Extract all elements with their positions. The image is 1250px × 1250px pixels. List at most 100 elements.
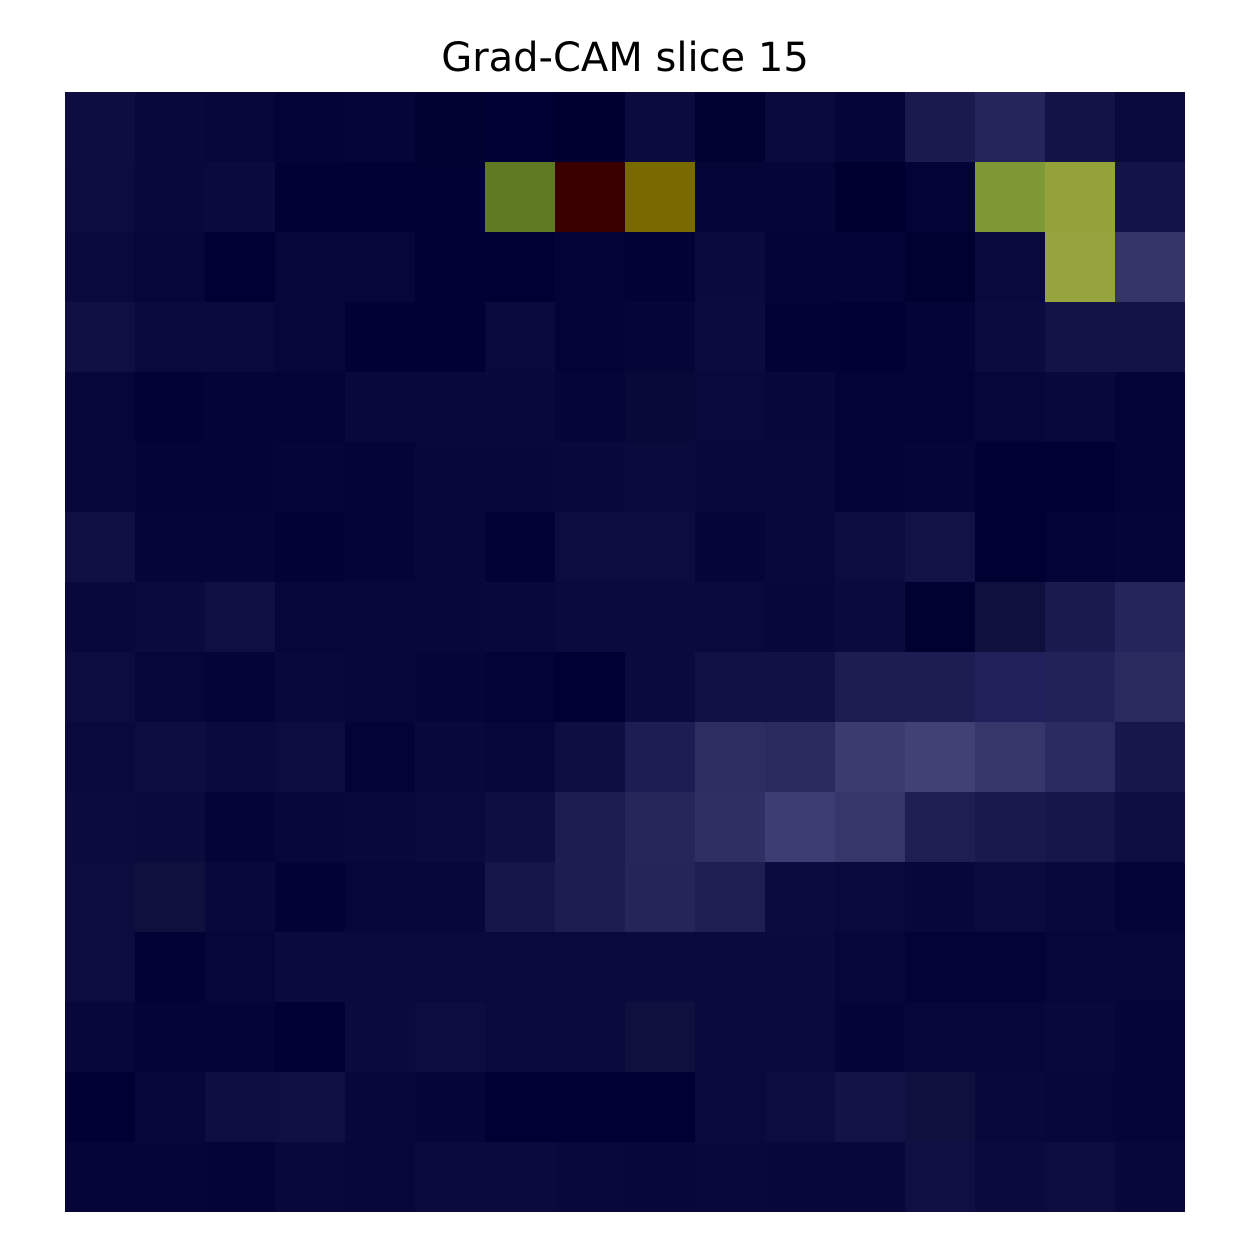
heatmap-cell-r7-c0: [65, 582, 136, 653]
heatmap-cell-r12-c6: [485, 932, 556, 1003]
heatmap-cell-r0-c15: [1115, 92, 1185, 163]
heatmap-cell-r0-c8: [625, 92, 696, 163]
heatmap-cell-r10-c8: [625, 792, 696, 863]
heatmap-cell-r5-c7: [555, 442, 626, 513]
heatmap-cell-r8-c3: [275, 652, 346, 723]
heatmap-cell-r14-c12: [905, 1072, 976, 1143]
heatmap-cell-r12-c10: [765, 932, 836, 1003]
heatmap-cell-r0-c4: [345, 92, 416, 163]
heatmap-cell-r1-c8: [625, 162, 696, 233]
heatmap-cell-r9-c1: [135, 722, 206, 793]
heatmap-cell-r6-c10: [765, 512, 836, 583]
heatmap-cell-r7-c13: [975, 582, 1046, 653]
heatmap-cell-r12-c5: [415, 932, 486, 1003]
heatmap-cell-r2-c1: [135, 232, 206, 303]
heatmap-cell-r11-c4: [345, 862, 416, 933]
heatmap-cell-r5-c10: [765, 442, 836, 513]
heatmap-cell-r1-c6: [485, 162, 556, 233]
heatmap-cell-r8-c12: [905, 652, 976, 723]
heatmap-cell-r15-c7: [555, 1142, 626, 1212]
heatmap-cell-r7-c10: [765, 582, 836, 653]
heatmap-cell-r6-c5: [415, 512, 486, 583]
heatmap-cell-r11-c7: [555, 862, 626, 933]
heatmap-cell-r5-c9: [695, 442, 766, 513]
heatmap-cell-r6-c2: [205, 512, 276, 583]
heatmap-cell-r10-c13: [975, 792, 1046, 863]
heatmap-cell-r1-c13: [975, 162, 1046, 233]
heatmap-cell-r2-c4: [345, 232, 416, 303]
heatmap-cell-r2-c2: [205, 232, 276, 303]
heatmap-cell-r14-c7: [555, 1072, 626, 1143]
heatmap-cell-r12-c2: [205, 932, 276, 1003]
heatmap-cell-r10-c2: [205, 792, 276, 863]
heatmap-cell-r14-c4: [345, 1072, 416, 1143]
heatmap-cell-r10-c7: [555, 792, 626, 863]
heatmap-cell-r9-c0: [65, 722, 136, 793]
heatmap-cell-r8-c14: [1045, 652, 1116, 723]
heatmap-cell-r6-c12: [905, 512, 976, 583]
heatmap-cell-r5-c1: [135, 442, 206, 513]
heatmap-cell-r4-c1: [135, 372, 206, 443]
heatmap-cell-r12-c1: [135, 932, 206, 1003]
heatmap-cell-r8-c4: [345, 652, 416, 723]
heatmap-cell-r6-c15: [1115, 512, 1185, 583]
heatmap-cell-r13-c6: [485, 1002, 556, 1073]
heatmap-cell-r7-c8: [625, 582, 696, 653]
heatmap-cell-r11-c12: [905, 862, 976, 933]
heatmap-cell-r7-c1: [135, 582, 206, 653]
heatmap-cell-r0-c0: [65, 92, 136, 163]
heatmap-cell-r14-c14: [1045, 1072, 1116, 1143]
heatmap-cell-r1-c14: [1045, 162, 1116, 233]
heatmap-cell-r13-c5: [415, 1002, 486, 1073]
heatmap-cell-r14-c0: [65, 1072, 136, 1143]
heatmap-cell-r0-c9: [695, 92, 766, 163]
heatmap-cell-r10-c4: [345, 792, 416, 863]
heatmap-cell-r15-c6: [485, 1142, 556, 1212]
heatmap-cell-r1-c15: [1115, 162, 1185, 233]
heatmap-cell-r14-c13: [975, 1072, 1046, 1143]
heatmap-cell-r3-c15: [1115, 302, 1185, 373]
heatmap-cell-r3-c9: [695, 302, 766, 373]
heatmap-cell-r14-c9: [695, 1072, 766, 1143]
heatmap-cell-r0-c6: [485, 92, 556, 163]
heatmap-cell-r4-c8: [625, 372, 696, 443]
heatmap-cell-r4-c0: [65, 372, 136, 443]
heatmap-cell-r3-c8: [625, 302, 696, 373]
heatmap-cell-r8-c15: [1115, 652, 1185, 723]
heatmap-cell-r5-c6: [485, 442, 556, 513]
heatmap-cell-r7-c6: [485, 582, 556, 653]
heatmap-cell-r3-c7: [555, 302, 626, 373]
heatmap-cell-r6-c6: [485, 512, 556, 583]
heatmap-cell-r8-c9: [695, 652, 766, 723]
heatmap-cell-r15-c9: [695, 1142, 766, 1212]
heatmap-cell-r3-c3: [275, 302, 346, 373]
heatmap-cell-r8-c7: [555, 652, 626, 723]
heatmap-cell-r15-c15: [1115, 1142, 1185, 1212]
heatmap-cell-r3-c5: [415, 302, 486, 373]
heatmap-cell-r2-c12: [905, 232, 976, 303]
heatmap-cell-r9-c7: [555, 722, 626, 793]
heatmap-cell-r3-c2: [205, 302, 276, 373]
heatmap-cell-r11-c1: [135, 862, 206, 933]
heatmap-cell-r15-c8: [625, 1142, 696, 1212]
heatmap-cell-r6-c7: [555, 512, 626, 583]
heatmap-cell-r4-c12: [905, 372, 976, 443]
heatmap-cell-r14-c6: [485, 1072, 556, 1143]
heatmap-cell-r9-c5: [415, 722, 486, 793]
heatmap-cell-r0-c13: [975, 92, 1046, 163]
heatmap-cell-r11-c6: [485, 862, 556, 933]
heatmap-cell-r10-c3: [275, 792, 346, 863]
heatmap-cell-r0-c5: [415, 92, 486, 163]
heatmap-cell-r4-c15: [1115, 372, 1185, 443]
heatmap-cell-r13-c3: [275, 1002, 346, 1073]
heatmap-cell-r3-c12: [905, 302, 976, 373]
heatmap-cell-r9-c10: [765, 722, 836, 793]
heatmap-cell-r11-c8: [625, 862, 696, 933]
heatmap-cell-r8-c5: [415, 652, 486, 723]
heatmap-cell-r5-c8: [625, 442, 696, 513]
heatmap-cell-r14-c3: [275, 1072, 346, 1143]
heatmap-cell-r4-c10: [765, 372, 836, 443]
heatmap-cell-r15-c4: [345, 1142, 416, 1212]
heatmap-cell-r3-c11: [835, 302, 906, 373]
heatmap-cell-r12-c12: [905, 932, 976, 1003]
